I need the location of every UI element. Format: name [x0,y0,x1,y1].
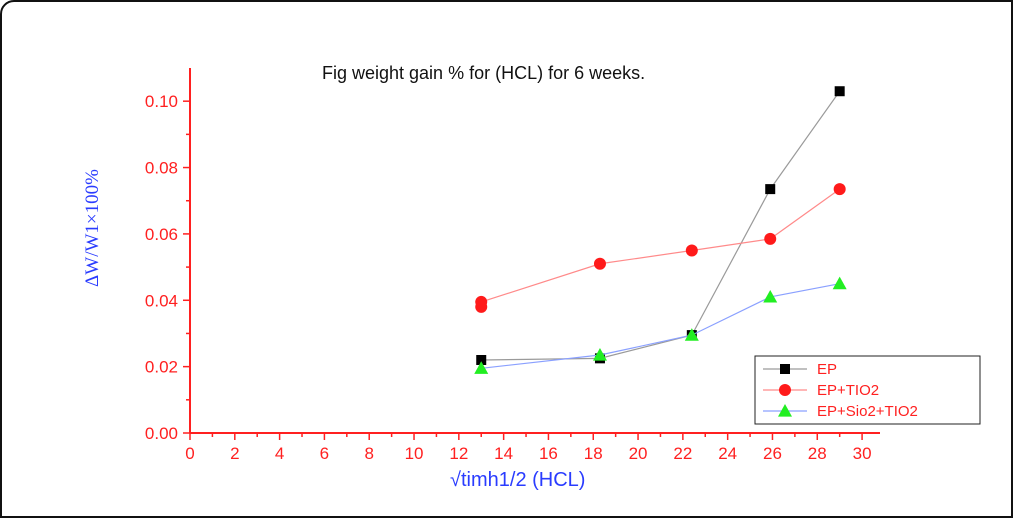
series-ep-tio2 [475,183,846,313]
data-point [592,348,607,361]
y-tick-label: 0.06 [145,225,178,244]
y-axis-label: ΔW/W1×100% [82,169,103,287]
x-tick-label: 2 [230,444,239,463]
data-point [764,232,777,245]
data-point [763,289,778,303]
legend-marker [780,364,790,374]
x-axis-label: √timh1/2 (HCL) [450,469,585,491]
data-point [834,86,845,97]
x-tick-label: 8 [364,444,373,463]
x-tick-label: 24 [718,444,737,463]
legend-entry-label: EP+Sio2+TIO2 [817,403,918,420]
legend-entry-label: EP [817,361,837,378]
x-tick-label: 22 [673,444,692,463]
x-tick-label: 16 [539,444,558,463]
data-point [474,361,489,374]
legend-marker [778,404,792,417]
x-tick-label: 4 [275,444,284,463]
y-tick-label: 0.04 [145,291,178,310]
x-tick-label: 26 [763,444,782,463]
y-tick-label: 0.10 [145,92,178,111]
x-tick-label: 20 [629,444,648,463]
x-tick-label: 30 [853,444,872,463]
y-tick-label: 0.02 [145,358,178,377]
x-tick-label: 6 [320,444,329,463]
data-point [593,257,606,270]
data-point [832,276,847,290]
data-point [833,183,846,196]
data-point [685,244,698,257]
axes: 0 2 4 6 8 10 12 14 16 18 20 22 24 26 28 300.000.020.040… [145,68,880,463]
x-tick-label: 0 [185,444,194,463]
data-point [684,328,699,341]
series-ep-sio2-tio2 [474,276,847,374]
y-tick-label: 0.08 [145,159,178,178]
x-tick-label: 14 [494,444,513,463]
data-point [765,184,776,195]
x-tick-label: 18 [584,444,603,463]
legend-marker [779,384,791,396]
chart-title: Fig weight gain % for (HCL) for 6 weeks. [322,63,645,83]
x-tick-label: 12 [449,444,468,463]
x-tick-label: 10 [405,444,424,463]
data-point [475,295,488,308]
legend-entry-label: EP+TIO2 [817,382,879,399]
series-line [481,90,841,361]
legend: EP EP+TIO2 EP+Sio2+TIO2 [754,355,981,425]
series-line [480,188,841,307]
x-tick-label: 28 [808,444,827,463]
series-layer [474,86,847,374]
y-tick-label: 0.00 [145,424,178,443]
data-point [476,355,487,365]
